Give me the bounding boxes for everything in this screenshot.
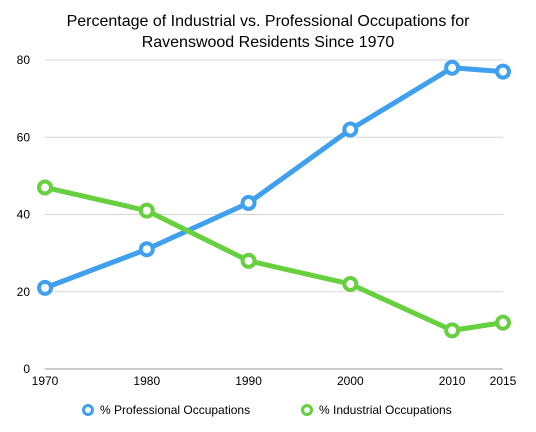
- series-line: [42, 65, 506, 291]
- grid-lines: [45, 59, 503, 293]
- series-1: [37, 179, 511, 339]
- y-tick-label: 80: [17, 53, 31, 67]
- legend: % Professional Occupations % Industrial O…: [82, 403, 452, 417]
- data-point: [495, 63, 511, 80]
- data-point: [495, 314, 511, 331]
- chart-title-line-2: Ravenswood Residents Since 1970: [142, 34, 395, 51]
- data-point: [37, 179, 53, 196]
- legend-label: % Professional Occupations: [100, 403, 250, 417]
- x-axis-ticks: 1970 1980 1990 2000 2010 2015: [32, 374, 517, 388]
- legend-marker: [82, 404, 94, 416]
- y-tick-label: 60: [17, 130, 31, 144]
- legend-label: % Industrial Occupations: [319, 403, 452, 417]
- x-tick-label: 1990: [235, 374, 262, 388]
- data-point: [138, 241, 155, 258]
- series-lines: [37, 59, 511, 339]
- data-point: [342, 276, 359, 293]
- x-tick-label: 1980: [133, 374, 160, 388]
- chart-title-line-1: Percentage of Industrial vs. Professiona…: [67, 13, 471, 30]
- legend-marker: [301, 404, 313, 416]
- data-point: [37, 279, 53, 296]
- data-point: [240, 194, 257, 211]
- y-tick-label: 20: [17, 285, 31, 299]
- data-point: [444, 59, 461, 76]
- x-tick-label: 2000: [337, 374, 364, 388]
- x-tick-label: 2010: [439, 374, 466, 388]
- data-point: [342, 121, 359, 138]
- legend-item-0: % Professional Occupations: [82, 403, 250, 417]
- series-0: [37, 59, 511, 296]
- y-axis-ticks: 0 20 40 60 80: [17, 53, 31, 376]
- x-tick-label: 2015: [490, 374, 517, 388]
- series-line: [42, 184, 506, 333]
- y-tick-label: 0: [23, 362, 30, 376]
- y-tick-label: 40: [17, 208, 31, 222]
- data-point: [240, 252, 257, 269]
- data-point: [138, 202, 155, 219]
- legend-item-1: % Industrial Occupations: [301, 403, 452, 417]
- data-point: [444, 322, 461, 339]
- x-tick-label: 1970: [32, 374, 59, 388]
